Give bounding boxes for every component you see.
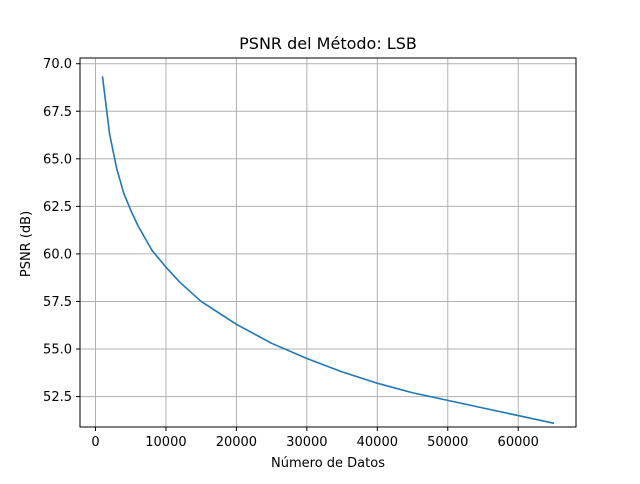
y-tick-label: 60.0 bbox=[43, 247, 72, 262]
plot-frame bbox=[79, 57, 577, 428]
y-tick-label: 70.0 bbox=[43, 57, 72, 72]
x-tick-label: 60000 bbox=[498, 435, 539, 450]
x-axis-label: Número de Datos bbox=[271, 456, 385, 471]
y-axis-label: PSNR (dB) bbox=[19, 211, 34, 277]
grid-lines bbox=[80, 58, 576, 427]
plot-lines bbox=[101, 76, 555, 425]
y-tick-label: 65.0 bbox=[43, 152, 72, 167]
x-tick-label: 10000 bbox=[145, 435, 186, 450]
y-tick-label: 62.5 bbox=[43, 200, 72, 215]
y-tick-label: 67.5 bbox=[43, 105, 72, 120]
x-tick-label: 50000 bbox=[427, 435, 468, 450]
x-tick-label: 0 bbox=[91, 435, 99, 450]
x-tick-label: 20000 bbox=[216, 435, 257, 450]
x-tick-label: 30000 bbox=[286, 435, 327, 450]
chart-title: PSNR del Método: LSB bbox=[239, 34, 417, 53]
y-tick-label: 55.0 bbox=[43, 343, 72, 358]
axis-ticks: 0 10000 20000 30000 40000 50000 60000 52.5 55.0 5… bbox=[43, 57, 539, 450]
psnr-series-line bbox=[101, 76, 555, 425]
y-tick-label: 52.5 bbox=[43, 390, 72, 405]
y-tick-label: 57.5 bbox=[43, 295, 72, 310]
x-tick-label: 40000 bbox=[357, 435, 398, 450]
